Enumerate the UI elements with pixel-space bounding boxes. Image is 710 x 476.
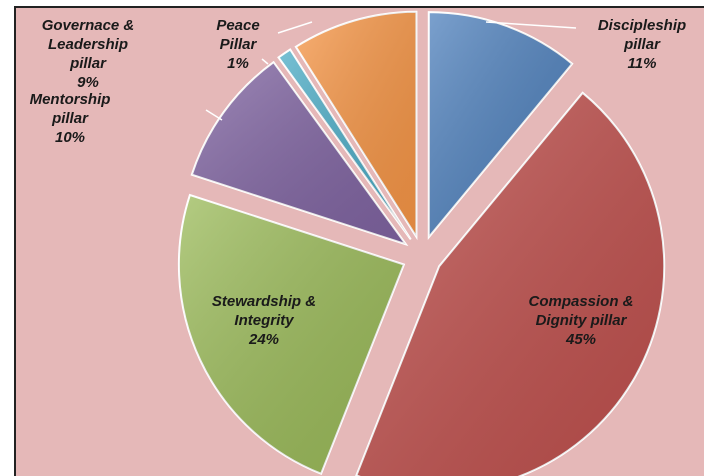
pie-slice <box>427 11 574 240</box>
label-leader-lines <box>205 21 577 121</box>
slice-label: Stewardship & Integrity 24% <box>212 293 316 348</box>
slice-label: Governace & Leadership pillar 9% <box>42 17 135 91</box>
slice-label: Peace Pillar 1% <box>216 17 259 72</box>
leader-line <box>277 21 313 34</box>
slice-label: Compassion & Dignity pillar 45% <box>528 293 633 348</box>
pie-slice <box>294 10 418 241</box>
pie-slice <box>355 91 666 476</box>
pie-slices <box>177 10 666 476</box>
chart-area: Discipleship pillar 11% Compassion & Dignity… <box>14 6 704 476</box>
slice-labels: Discipleship pillar 11% Compassion & Dignity… <box>30 17 687 348</box>
leader-line <box>485 21 577 29</box>
pie-slice <box>277 48 412 241</box>
pie-slice <box>177 193 406 476</box>
leader-line <box>261 58 269 65</box>
slice-label: Discipleship pillar 11% <box>598 17 686 72</box>
pie-chart: Discipleship pillar 11% Compassion & Dignity… <box>30 10 687 476</box>
slice-label: Mentorship pillar 10% <box>30 91 111 146</box>
pie-slice <box>190 60 409 247</box>
leader-line <box>205 109 223 121</box>
